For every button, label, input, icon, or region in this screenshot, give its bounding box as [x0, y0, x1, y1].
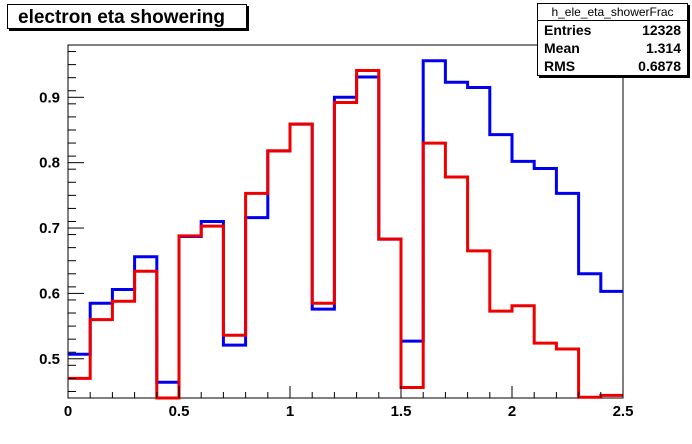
chart-title: electron eta showering [7, 4, 247, 29]
x-tick-label: 2.5 [613, 403, 634, 420]
y-tick-label: 0.9 [39, 89, 60, 106]
x-tick-label: 1.5 [391, 403, 412, 420]
stats-row-rms: RMS 0.6878 [538, 57, 687, 75]
x-tick-label: 0 [64, 403, 72, 420]
y-tick-label: 0.7 [39, 220, 60, 237]
stats-row-mean: Mean 1.314 [538, 39, 687, 57]
axis-layer: 0 0.5 1 1.5 2 2.5 0.5 0.6 0.7 0.8 0.9 [39, 51, 634, 420]
stats-label: RMS [544, 58, 576, 74]
stats-value: 1.314 [645, 40, 681, 56]
stats-label: Mean [544, 40, 580, 56]
stats-label: Entries [544, 22, 592, 38]
series-line-0 [68, 59, 623, 384]
y-tick-label: 0.5 [39, 351, 60, 368]
series-line-1 [68, 69, 623, 400]
x-tick-label: 1 [286, 403, 294, 420]
stats-value: 0.6878 [638, 58, 681, 74]
stats-histogram-name: h_ele_eta_showerFrac [538, 4, 687, 21]
stats-box: h_ele_eta_showerFrac Entries 12328 Mean … [537, 3, 688, 76]
x-tick-label: 2 [508, 403, 516, 420]
stats-row-entries: Entries 12328 [538, 21, 687, 39]
y-tick-label: 0.8 [39, 155, 60, 172]
stats-value: 12328 [642, 22, 681, 38]
y-tick-label: 0.6 [39, 285, 60, 302]
x-tick-label: 0.5 [169, 403, 190, 420]
series-layer [68, 59, 623, 400]
